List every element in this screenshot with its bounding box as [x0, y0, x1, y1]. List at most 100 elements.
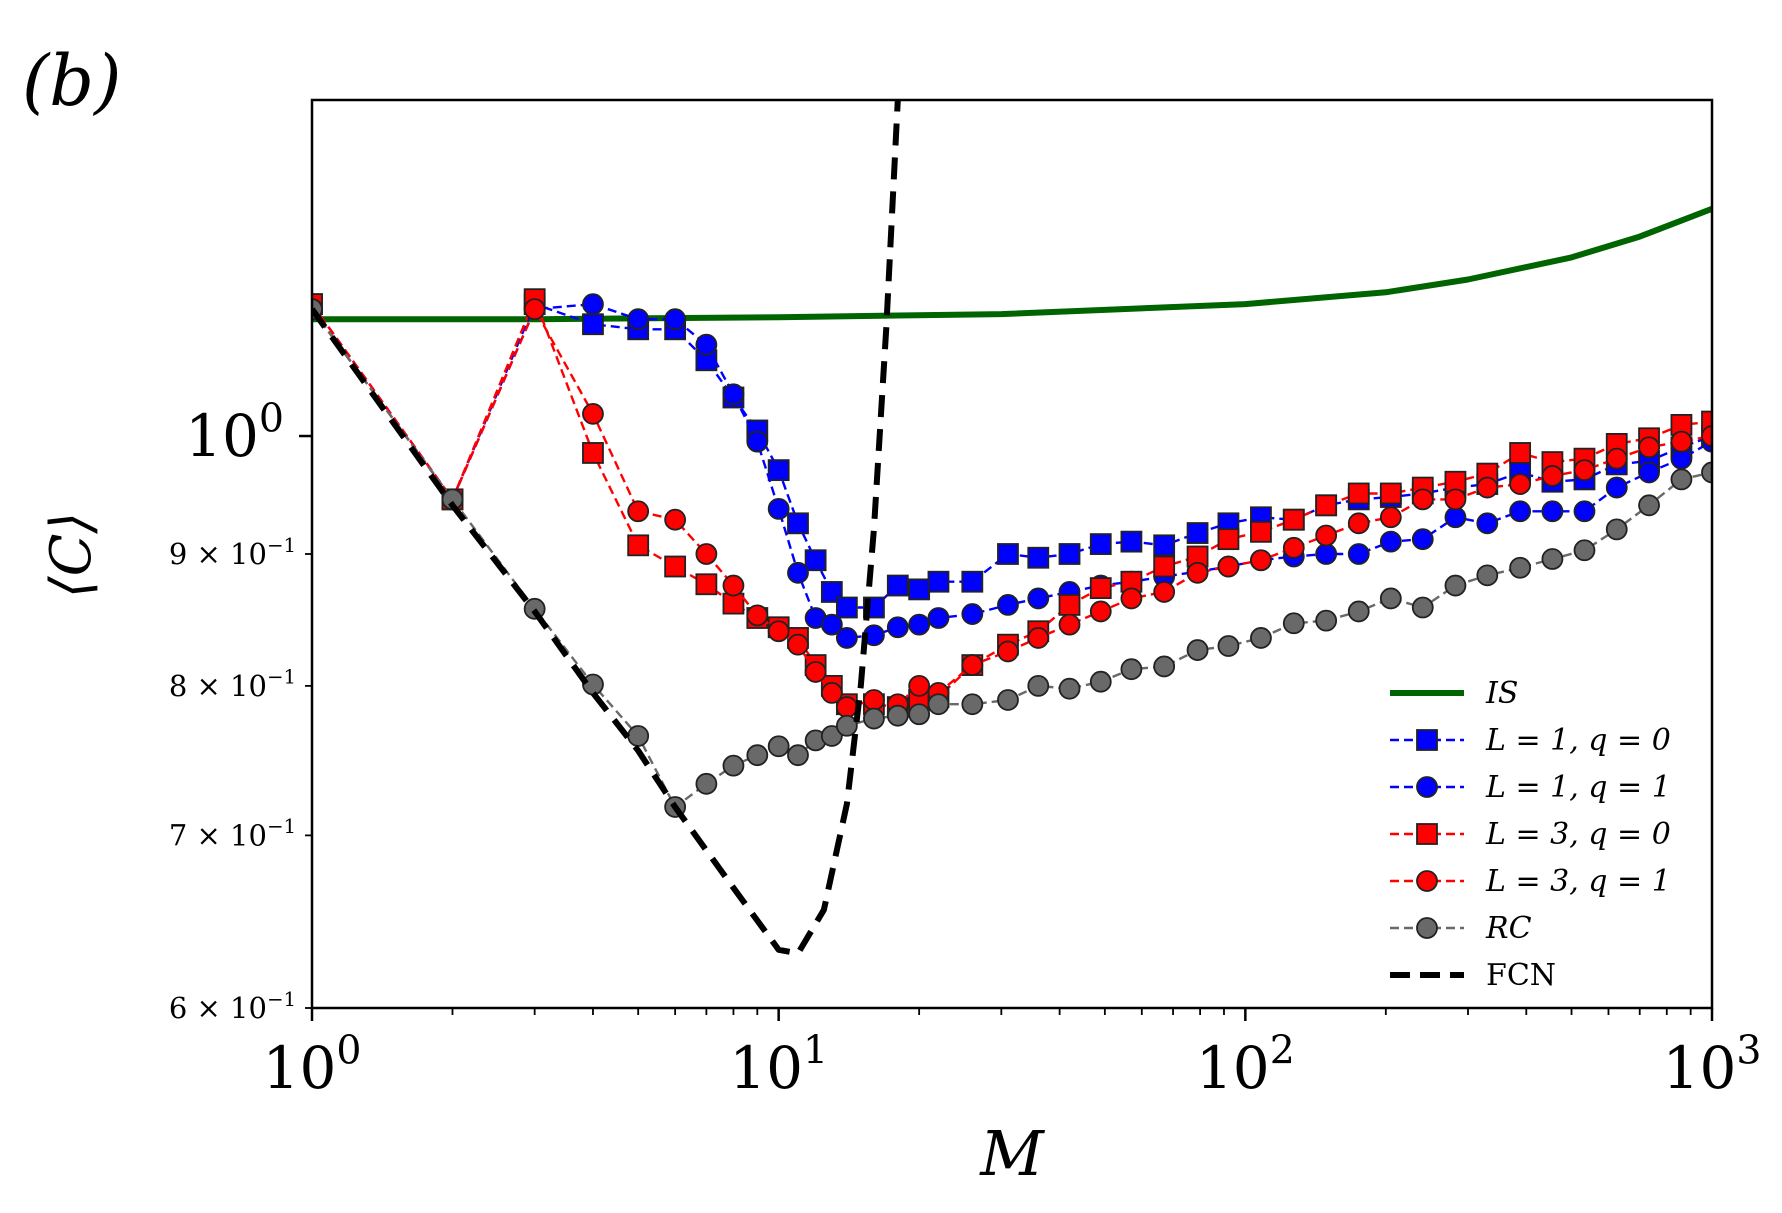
y-tick-label: 100 [185, 396, 284, 470]
y-minor-tick-label-base: 9 × 10 [169, 537, 267, 571]
data-point [1153, 581, 1176, 603]
data-point [1058, 594, 1081, 616]
data-point [1476, 512, 1499, 535]
y-tick-label-exponent: 0 [259, 396, 284, 442]
data-point [1089, 533, 1112, 555]
data-point [961, 570, 984, 593]
data-point [1476, 476, 1499, 499]
data-point [722, 592, 745, 615]
data-point [695, 772, 718, 795]
data-point [1605, 518, 1628, 541]
data-point [1186, 561, 1209, 584]
data-point [1153, 555, 1176, 578]
data-point [961, 693, 984, 716]
data-point [1186, 639, 1209, 661]
data-point [1444, 574, 1467, 597]
data-point [835, 596, 858, 619]
data-point [1250, 520, 1272, 543]
data-point [820, 613, 843, 636]
data-point [1701, 425, 1712, 447]
y-minor-tick-label-exponent: −1 [267, 666, 296, 689]
data-point [1509, 500, 1532, 523]
data-point [820, 682, 843, 704]
series-6 [312, 100, 901, 957]
data-point [767, 497, 790, 520]
data-point [1444, 488, 1467, 511]
data-point [1573, 459, 1596, 482]
data-point [1217, 528, 1240, 551]
legend-marker [1416, 823, 1438, 845]
data-point [1347, 512, 1370, 535]
series-4 [312, 298, 1712, 718]
y-minor-tick-label: 7 × 10−1 [169, 815, 296, 852]
data-point [886, 616, 909, 639]
data-point [1347, 600, 1370, 623]
data-point [927, 693, 950, 716]
data-point [1186, 522, 1209, 544]
y-minor-tick-label: 6 × 10−1 [169, 988, 296, 1025]
legend-label: L = 3, q = 1 [1485, 864, 1671, 899]
data-point [804, 549, 827, 572]
data-point [627, 500, 650, 523]
data-point [927, 570, 950, 593]
y-minor-tick-label: 9 × 10−1 [169, 534, 296, 571]
y-tick-label-base: 10 [185, 402, 259, 470]
data-point [1315, 609, 1338, 632]
data-point [1573, 539, 1596, 562]
data-point [695, 333, 718, 356]
data-point [1541, 548, 1564, 570]
data-point [1509, 473, 1532, 495]
legend: IS L = 1, q = 0 L = 1, q = 1 L = 3, q = 0 L … [1390, 676, 1671, 993]
data-point [582, 442, 604, 464]
series-layer [312, 100, 1712, 957]
data-point [695, 573, 718, 596]
data-point [1701, 410, 1712, 433]
data-point [1315, 494, 1338, 517]
y-minor-tick-label-base: 6 × 10 [169, 991, 267, 1025]
data-point [1638, 494, 1660, 517]
data-point [1282, 508, 1305, 531]
data-point [582, 402, 604, 425]
data-point [835, 627, 858, 649]
data-point [1411, 488, 1434, 511]
data-point [886, 574, 909, 597]
legend-label: L = 3, q = 0 [1485, 817, 1671, 852]
data-point [886, 704, 909, 727]
x-axis-label: M [979, 1117, 1045, 1190]
data-point [863, 689, 885, 711]
data-point [1120, 658, 1143, 681]
series-line [312, 205, 1712, 323]
data-point [722, 383, 745, 406]
legend-marker [1416, 776, 1438, 798]
data-point [863, 707, 885, 730]
data-point [1379, 587, 1402, 610]
data-point [997, 689, 1019, 711]
data-point [997, 640, 1019, 663]
data-point [804, 661, 827, 683]
data-point [1605, 476, 1628, 499]
data-point [582, 293, 604, 316]
data-point [908, 578, 931, 601]
x-tick-label: 100 [263, 1028, 362, 1102]
data-point [746, 744, 769, 767]
data-point [1573, 500, 1596, 523]
data-point [1379, 530, 1402, 553]
x-tick-label-base: 10 [729, 1034, 803, 1102]
y-minor-tick-label-base: 8 × 10 [169, 669, 267, 703]
data-point [787, 633, 809, 656]
data-point [1379, 482, 1402, 505]
data-point [746, 430, 769, 453]
data-point [1027, 674, 1050, 697]
data-point [722, 574, 745, 597]
data-point [787, 512, 809, 535]
x-tick-label-base: 10 [1663, 1034, 1737, 1102]
data-point [1411, 596, 1434, 619]
data-point [1120, 587, 1143, 610]
legend-marker [1416, 917, 1438, 939]
x-tick-label: 101 [729, 1028, 828, 1102]
data-point [1509, 556, 1532, 579]
x-tick-label-exponent: 2 [1270, 1028, 1295, 1074]
data-point [582, 313, 604, 336]
data-point [1541, 500, 1564, 523]
x-tick-label: 103 [1663, 1028, 1762, 1102]
